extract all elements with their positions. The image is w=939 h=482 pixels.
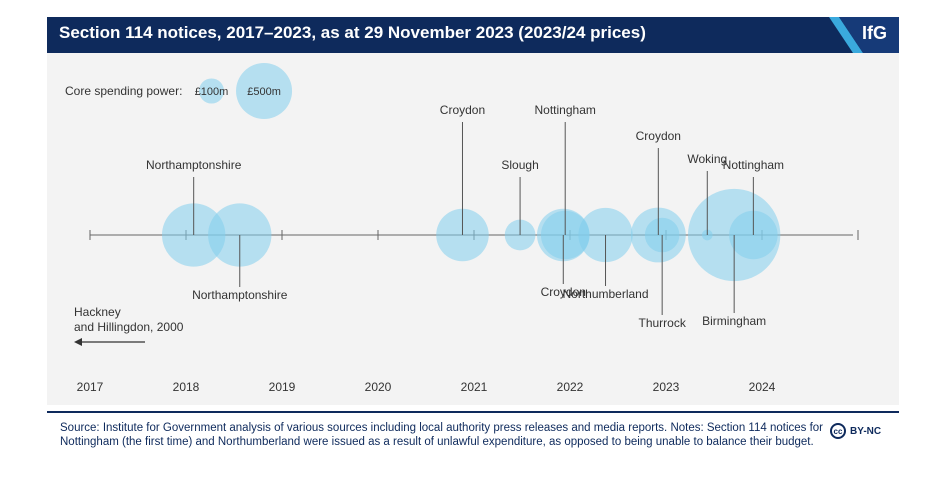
ifg-logo-text: IfG (862, 23, 887, 43)
footer-source: Source: Institute for Government analysi… (60, 422, 824, 448)
bubble (162, 203, 226, 267)
x-tick-label: 2019 (269, 380, 296, 394)
bubble-label: Birmingham (702, 314, 766, 328)
bubble-label: Northumberland (562, 287, 648, 301)
leader-lines (193, 122, 754, 315)
x-tick-label: 2017 (77, 380, 104, 394)
bubble-label: Croydon (440, 103, 485, 117)
chart-svg: Core spending power: £100m £500m Northamp… (65, 63, 859, 394)
annotation-line1: Hackney (74, 305, 121, 319)
license-badge: cc BY-NC (830, 422, 881, 440)
size-legend: £100m £500m (195, 63, 293, 119)
x-tick-label: 2022 (557, 380, 584, 394)
bubble-chart: Core spending power: £100m £500m Northamp… (47, 53, 899, 405)
x-tick-label: 2021 (461, 380, 488, 394)
x-tick-label: 2018 (173, 380, 200, 394)
year-labels: 2017 2018 2019 2020 2021 2022 2023 2024 (77, 380, 776, 394)
license-text: BY-NC (850, 425, 882, 437)
bubble-label: Nottingham (723, 158, 784, 172)
x-tick-label: 2023 (653, 380, 680, 394)
bubble-label: Thurrock (638, 316, 686, 330)
size-legend-label: Core spending power: (65, 84, 182, 98)
size-legend-value: £100m (195, 86, 229, 98)
bubble-label: Nottingham (535, 103, 596, 117)
annotation-line2: and Hillingdon, 2000 (74, 320, 184, 334)
ifg-logo (829, 17, 899, 53)
bubble-label: Northamptonshire (146, 158, 242, 172)
footer-rule (47, 411, 899, 413)
x-tick-label: 2024 (749, 380, 776, 394)
size-legend-bubble (236, 63, 293, 119)
size-legend-bubble (199, 78, 225, 104)
x-tick-label: 2020 (365, 380, 392, 394)
cc-icon: cc (830, 423, 846, 439)
annotation-arrowhead (74, 338, 82, 346)
bubble-label: Croydon (636, 129, 681, 143)
chart-header: Section 114 notices, 2017–2023, as at 29… (47, 17, 899, 53)
bubble-label: Croydon (541, 285, 586, 299)
chart-title: Section 114 notices, 2017–2023, as at 29… (59, 23, 646, 42)
bubble-labels: Northamptonshire Northamptonshire Croydon S… (146, 103, 784, 330)
bubble-label: Northamptonshire (192, 288, 288, 302)
bubble-label: Slough (501, 158, 538, 172)
size-legend-value: £500m (247, 86, 281, 98)
bubble-label: Woking (687, 152, 727, 166)
